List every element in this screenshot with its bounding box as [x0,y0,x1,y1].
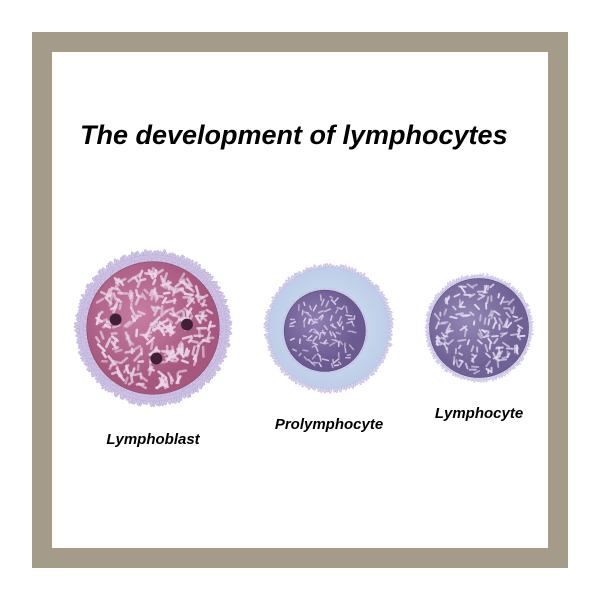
cell-wrap-lymphocyte: Lymphocyte [420,269,538,422]
cell-wrap-prolymphocyte: Prolymphocyte [259,258,399,433]
cells-row: Lymphoblast Prolymphocyte Lymphocyte [68,220,538,470]
cell-lymphocyte [420,269,538,387]
cell-label-lymphocyte: Lymphocyte [435,405,523,422]
canvas: The development of lymphocytes Lymphobla… [0,0,600,600]
diagram-title: The development of lymphocytes [80,120,508,151]
cell-prolymphocyte [259,258,399,398]
cell-label-prolymphocyte: Prolymphocyte [275,416,383,433]
cell-lymphoblast [68,243,238,413]
cell-wrap-lymphoblast: Lymphoblast [68,243,238,448]
cell-label-lymphoblast: Lymphoblast [106,431,199,448]
